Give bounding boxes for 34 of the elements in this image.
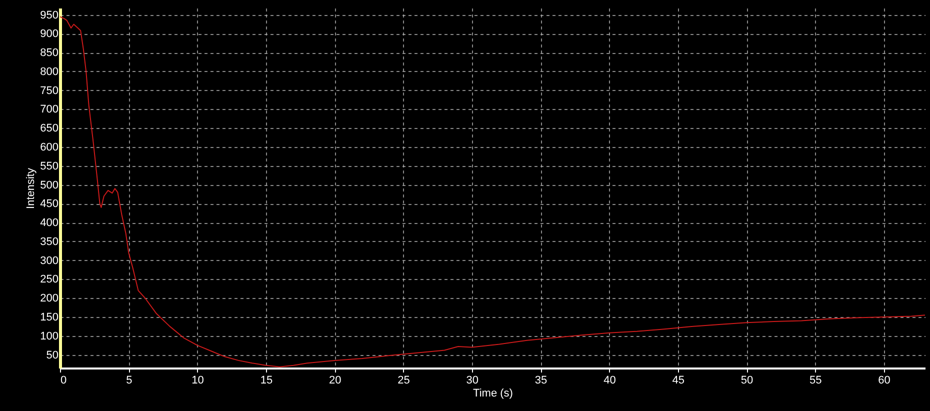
x-tick-label: 30 xyxy=(466,374,479,386)
x-tick-label: 35 xyxy=(534,374,548,386)
x-tick-label: 40 xyxy=(604,374,616,386)
x-tick-label: 60 xyxy=(878,374,890,386)
y-tick-label: 850 xyxy=(40,47,58,60)
y-tick-label: 600 xyxy=(40,142,58,154)
y-tick-label: 250 xyxy=(40,274,58,286)
y-tick-label: 350 xyxy=(40,236,58,248)
y-tick-label: 150 xyxy=(40,312,58,324)
x-tick-label: 0 xyxy=(60,374,67,386)
x-tick-label: 15 xyxy=(260,374,273,386)
y-tick-label: 300 xyxy=(40,254,58,267)
x-tick-label: 50 xyxy=(740,374,754,386)
y-tick-label: 400 xyxy=(40,217,58,230)
x-tick-label: 5 xyxy=(126,374,132,386)
y-tick-label: 750 xyxy=(40,84,58,97)
y-tick-label: 550 xyxy=(40,160,58,172)
x-axis-title: Time (s) xyxy=(473,388,513,400)
y-tick-label: 950 xyxy=(40,9,58,22)
y-tick-label: 900 xyxy=(40,28,58,40)
y-tick-label: 200 xyxy=(40,292,58,305)
x-tick-label: 55 xyxy=(810,374,822,386)
x-tick-label: 45 xyxy=(672,374,684,386)
y-tick-label: 650 xyxy=(40,122,58,135)
x-tick-label: 20 xyxy=(328,374,342,386)
y-tick-label: 50 xyxy=(46,349,58,362)
x-tick-label: 25 xyxy=(398,374,410,386)
y-axis-title: Intensity xyxy=(25,168,38,209)
x-tick-label: 10 xyxy=(192,374,204,386)
y-tick-label: 800 xyxy=(40,66,58,78)
y-tick-label: 100 xyxy=(40,330,58,342)
y-tick-label: 500 xyxy=(40,179,58,192)
y-tick-label: 450 xyxy=(40,198,58,210)
y-tick-label: 700 xyxy=(40,104,58,116)
